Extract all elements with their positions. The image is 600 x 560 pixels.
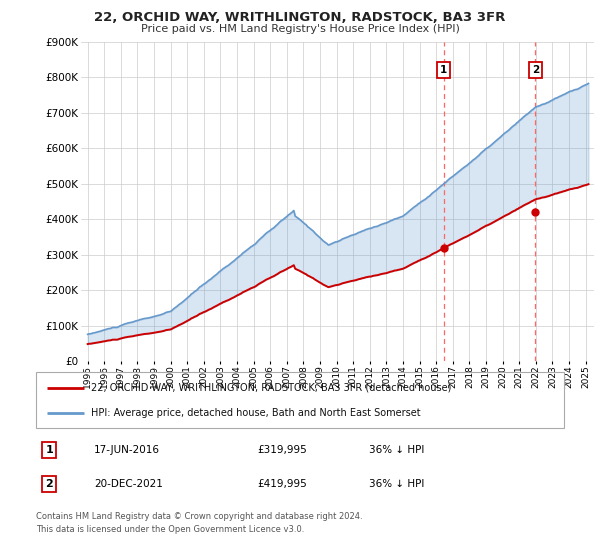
Text: 2: 2 xyxy=(46,479,53,489)
Text: 22, ORCHID WAY, WRITHLINGTON, RADSTOCK, BA3 3FR (detached house): 22, ORCHID WAY, WRITHLINGTON, RADSTOCK, … xyxy=(91,382,452,393)
Text: 22, ORCHID WAY, WRITHLINGTON, RADSTOCK, BA3 3FR: 22, ORCHID WAY, WRITHLINGTON, RADSTOCK, … xyxy=(94,11,506,24)
Text: £319,995: £319,995 xyxy=(258,445,308,455)
Text: 17-JUN-2016: 17-JUN-2016 xyxy=(94,445,160,455)
Text: 36% ↓ HPI: 36% ↓ HPI xyxy=(368,445,424,455)
Text: HPI: Average price, detached house, Bath and North East Somerset: HPI: Average price, detached house, Bath… xyxy=(91,408,421,418)
Text: Price paid vs. HM Land Registry's House Price Index (HPI): Price paid vs. HM Land Registry's House … xyxy=(140,24,460,34)
Text: £419,995: £419,995 xyxy=(258,479,308,489)
Text: 1: 1 xyxy=(440,66,448,76)
Text: 36% ↓ HPI: 36% ↓ HPI xyxy=(368,479,424,489)
Text: Contains HM Land Registry data © Crown copyright and database right 2024.
This d: Contains HM Land Registry data © Crown c… xyxy=(36,512,362,534)
Text: 20-DEC-2021: 20-DEC-2021 xyxy=(94,479,163,489)
Text: 1: 1 xyxy=(46,445,53,455)
Text: 2: 2 xyxy=(532,66,539,76)
